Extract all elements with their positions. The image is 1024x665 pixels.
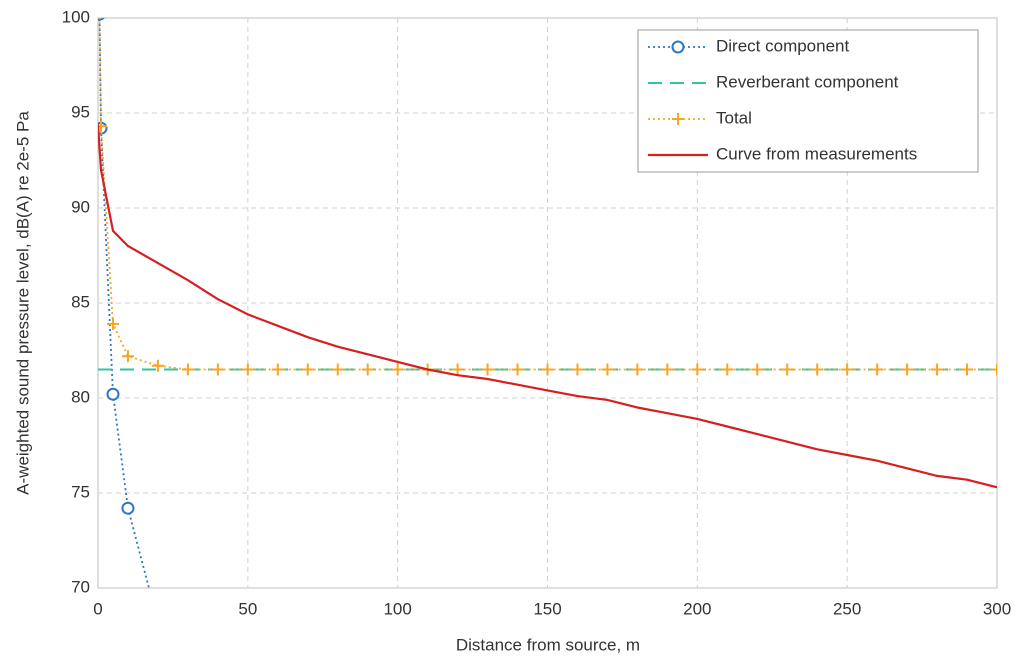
marker: [211, 363, 224, 376]
marker: [511, 363, 524, 376]
y-tick-label: 100: [62, 7, 90, 26]
marker: [991, 363, 997, 376]
marker: [691, 363, 704, 376]
marker: [241, 363, 254, 376]
marker: [152, 617, 163, 628]
marker: [841, 363, 854, 376]
legend-label: Curve from measurements: [716, 144, 917, 163]
legend: Direct component Reverberant component Tot…: [637, 29, 979, 173]
x-tick-label: 0: [93, 599, 102, 618]
marker: [671, 40, 685, 54]
marker: [961, 363, 974, 376]
marker: [931, 363, 944, 376]
x-tick-label: 200: [683, 599, 711, 618]
legend-box: [637, 29, 979, 173]
x-tick-label: 300: [983, 599, 1011, 618]
y-tick-label: 80: [71, 387, 90, 406]
marker: [541, 363, 554, 376]
legend-label: Total: [716, 108, 752, 127]
marker: [121, 501, 135, 515]
marker: [301, 363, 314, 376]
series-line: [98, 124, 997, 489]
marker: [361, 363, 374, 376]
marker: [661, 363, 674, 376]
marker: [331, 363, 344, 376]
marker: [631, 363, 644, 376]
ticks: 0 50 100 150 200 250 300 70 75 80 85 90 95 100: [62, 7, 1012, 618]
y-axis-label: A-weighted sound pressure level, dB(A) r…: [13, 111, 32, 495]
marker: [721, 363, 734, 376]
series-line: [98, 18, 150, 588]
marker: [481, 363, 494, 376]
marker: [391, 363, 404, 376]
x-tick-label: 50: [238, 599, 257, 618]
marker: [98, 18, 101, 19]
x-tick-label: 100: [383, 599, 411, 618]
legend-label: Direct component: [716, 36, 850, 55]
marker: [151, 359, 164, 372]
marker: [571, 363, 584, 376]
x-tick-label: 150: [533, 599, 561, 618]
marker: [601, 363, 614, 376]
marker: [901, 363, 914, 376]
legend-label: Reverberant component: [716, 72, 899, 91]
marker: [106, 317, 119, 330]
series-layer: [98, 18, 997, 628]
marker: [98, 120, 107, 133]
x-axis-label: Distance from source, m: [456, 635, 640, 654]
marker: [672, 113, 684, 125]
y-tick-label: 75: [71, 482, 90, 501]
marker: [871, 363, 884, 376]
marker: [781, 363, 794, 376]
y-tick-label: 70: [71, 577, 90, 596]
marker: [106, 387, 120, 401]
marker: [181, 363, 194, 376]
y-tick-label: 90: [71, 197, 90, 216]
y-tick-label: 85: [71, 292, 90, 311]
marker: [751, 363, 764, 376]
marker: [271, 363, 284, 376]
x-tick-label: 250: [833, 599, 861, 618]
marker: [451, 363, 464, 376]
y-tick-label: 95: [71, 102, 90, 121]
marker: [121, 350, 134, 363]
marker: [811, 363, 824, 376]
